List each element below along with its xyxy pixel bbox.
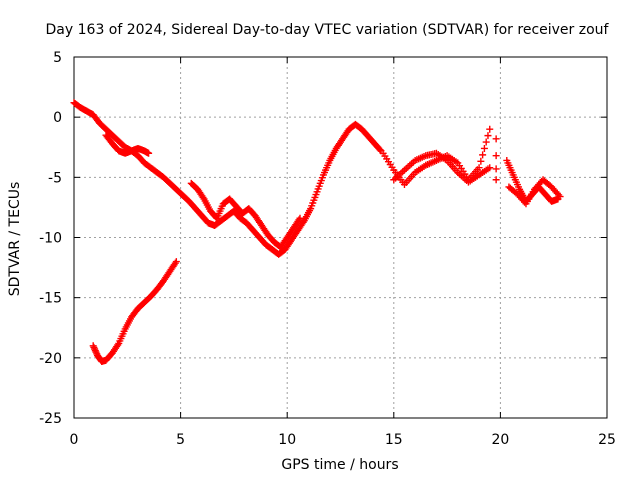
data-point [492,165,500,173]
data-point [556,193,564,201]
x-tick-label: 15 [385,432,403,448]
data-point [482,138,490,146]
series-1 [102,131,153,157]
data-point [376,146,384,154]
series-8 [89,258,180,365]
y-tick-label: -10 [39,231,62,247]
data-point [114,341,122,349]
x-tick-label: 20 [491,432,509,448]
data-point [492,176,500,184]
data-point [492,152,500,160]
series-5 [492,135,500,184]
x-tick-label: 10 [278,432,296,448]
series-6 [503,156,562,205]
axis-ticks [73,56,608,419]
x-tick-label: 5 [176,432,185,448]
chart-title: Day 163 of 2024, Sidereal Day-to-day VTE… [46,22,610,38]
data-point [479,151,487,159]
series-2 [187,179,304,251]
y-axis-label: SDTVAR / TECUs [7,182,23,297]
data-point [486,164,494,172]
series-7 [505,176,564,208]
data-point [199,193,207,201]
x-tick-label: 25 [598,432,616,448]
data-point [91,347,99,355]
data-point [477,157,485,165]
data-point [486,125,494,133]
data-point [295,216,303,224]
y-tick-label: 0 [53,110,62,126]
data-point [90,343,98,351]
data-point [92,348,100,356]
data-point [555,191,563,199]
y-tick-label: 5 [53,50,62,66]
data-point [299,218,307,226]
y-tick-label: -20 [39,351,62,367]
data-point [480,144,488,152]
data-point [171,259,179,267]
y-tick-label: -5 [48,170,62,186]
data-point [492,135,500,143]
series-4 [390,149,494,186]
y-tick-label: -25 [39,411,62,427]
x-tick-label: 0 [70,432,79,448]
data-point [172,258,180,266]
x-axis-label: GPS time / hours [281,457,398,473]
data-points [70,99,564,365]
x-tick-labels: 0 5 10 15 20 25 [70,432,616,448]
data-point [484,132,492,140]
data-point [145,149,153,157]
grid [74,57,607,418]
series-0 [70,99,385,258]
y-tick-labels: 5 0 -5 -10 -15 -20 -25 [39,50,62,427]
data-point [296,214,304,222]
y-tick-label: -15 [39,291,62,307]
data-point [89,342,97,350]
data-point [475,164,483,172]
data-point [91,345,99,353]
